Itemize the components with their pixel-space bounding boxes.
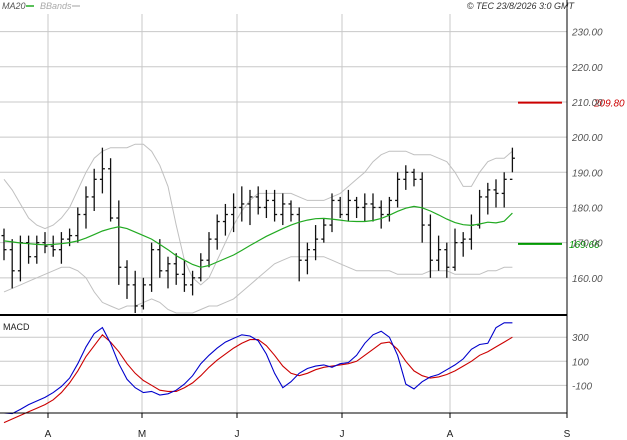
ohlc-bar bbox=[263, 189, 269, 219]
ohlc-bar bbox=[91, 168, 97, 211]
ohlc-bar bbox=[26, 235, 32, 264]
bollinger-bands bbox=[3, 143, 513, 314]
ohlc-bar bbox=[34, 235, 40, 264]
ohlc-bar bbox=[140, 277, 146, 310]
ohlc-bar bbox=[280, 193, 286, 226]
ohlc-bar bbox=[222, 203, 228, 236]
ohlc-bar bbox=[296, 207, 302, 282]
price-tick-label: 180.00 bbox=[572, 203, 603, 214]
ohlc-bar bbox=[116, 200, 122, 285]
key-levels: 209.80 169.66 bbox=[518, 99, 625, 251]
moving-average bbox=[3, 205, 513, 268]
price-tick-label: 160.00 bbox=[572, 274, 603, 285]
legend-bbands-label: BBands bbox=[40, 1, 72, 11]
ohlc-bar bbox=[42, 232, 48, 254]
ohlc-bar bbox=[337, 196, 343, 219]
ohlc-bar bbox=[501, 172, 507, 208]
price-tick-label: 230.00 bbox=[571, 28, 603, 39]
ohlc-bar bbox=[67, 228, 73, 247]
ohlc-bar bbox=[9, 239, 15, 289]
ohlc-bar bbox=[50, 235, 56, 257]
ohlc-bar bbox=[386, 196, 392, 222]
ohlc-bar bbox=[288, 200, 294, 222]
resistance-label: 209.80 bbox=[593, 99, 625, 110]
month-label: S bbox=[564, 429, 571, 440]
ohlc-bar bbox=[370, 193, 376, 222]
ohlc-bar bbox=[214, 214, 220, 250]
legend-ma20-label: MA20 bbox=[2, 1, 26, 11]
price-tick-label: 210.00 bbox=[571, 98, 603, 109]
ohlc-bar bbox=[231, 193, 237, 233]
month-label: A bbox=[45, 429, 52, 440]
ohlc-bar bbox=[108, 158, 114, 222]
month-label: J bbox=[340, 429, 345, 440]
macd-indicator bbox=[3, 322, 513, 424]
ohlc-bar bbox=[395, 172, 401, 208]
ohlc-bar bbox=[83, 186, 89, 229]
ohlc-bar bbox=[255, 186, 261, 215]
ohlc-bar bbox=[99, 147, 105, 194]
ohlc-bar bbox=[477, 189, 483, 229]
macd-signal-line bbox=[3, 333, 513, 424]
month-label: J bbox=[235, 429, 240, 440]
ohlc-bar bbox=[1, 228, 7, 261]
axis-labels: 160.00 170.00 180.00 190.00 200.00 210.00 220.… bbox=[45, 28, 603, 440]
ohlc-bar bbox=[206, 232, 212, 268]
copyright-text: © TEC 23/8/2026 3:0 GMT bbox=[467, 1, 576, 11]
ohlc-bar bbox=[58, 232, 64, 264]
ohlc-bar bbox=[247, 189, 253, 226]
ohlc-bar bbox=[345, 189, 351, 222]
month-label: A bbox=[447, 429, 454, 440]
macd-tick-label: 100 bbox=[572, 357, 589, 368]
grid-lines bbox=[0, 14, 567, 413]
price-tick-label: 170.00 bbox=[572, 239, 603, 250]
ohlc-bar bbox=[378, 200, 384, 229]
ohlc-bar bbox=[452, 228, 458, 271]
ohlc-bar bbox=[460, 232, 466, 257]
ohlc-bar bbox=[272, 189, 278, 222]
ohlc-bar bbox=[354, 196, 360, 219]
ohlc-bar bbox=[321, 218, 327, 243]
macd-title: MACD bbox=[3, 322, 30, 332]
support-label: 169.66 bbox=[569, 240, 600, 251]
lower-band-line bbox=[3, 256, 513, 314]
price-tick-label: 200.00 bbox=[571, 133, 603, 144]
price-tick-label: 190.00 bbox=[572, 168, 603, 179]
ma20-line bbox=[3, 205, 513, 268]
ohlc-bar bbox=[181, 260, 187, 292]
ohlc-bar bbox=[403, 165, 409, 190]
ohlc-bar bbox=[427, 214, 433, 278]
ohlc-bar bbox=[124, 260, 130, 299]
price-tick-label: 220.00 bbox=[571, 63, 603, 74]
ohlc-bar bbox=[239, 186, 245, 222]
ohlc-bar bbox=[304, 242, 310, 275]
ohlc-bar bbox=[509, 147, 515, 180]
ohlc-bar bbox=[157, 239, 163, 278]
ohlc-bar bbox=[329, 193, 335, 233]
ohlc-bar bbox=[132, 270, 138, 313]
macd-tick-label: -100 bbox=[572, 381, 592, 392]
ohlc-bar bbox=[411, 168, 417, 187]
ohlc-bar bbox=[485, 182, 491, 215]
ohlc-bar bbox=[75, 207, 81, 243]
ohlc-bar bbox=[436, 235, 442, 271]
ohlc-bar bbox=[468, 214, 474, 250]
ohlc-bar bbox=[173, 253, 179, 285]
macd-tick-label: 300 bbox=[572, 333, 589, 344]
ohlc-bar bbox=[444, 242, 450, 278]
ohlc-bar bbox=[313, 225, 319, 261]
chart-frame bbox=[0, 0, 568, 418]
ohlc-bar bbox=[493, 179, 499, 208]
macd-line bbox=[3, 322, 513, 415]
ohlc-bar bbox=[149, 242, 155, 292]
month-label: M bbox=[138, 429, 146, 440]
ohlc-bar bbox=[362, 193, 368, 222]
ohlc-bar bbox=[190, 270, 196, 296]
ohlc-bar bbox=[165, 256, 171, 289]
